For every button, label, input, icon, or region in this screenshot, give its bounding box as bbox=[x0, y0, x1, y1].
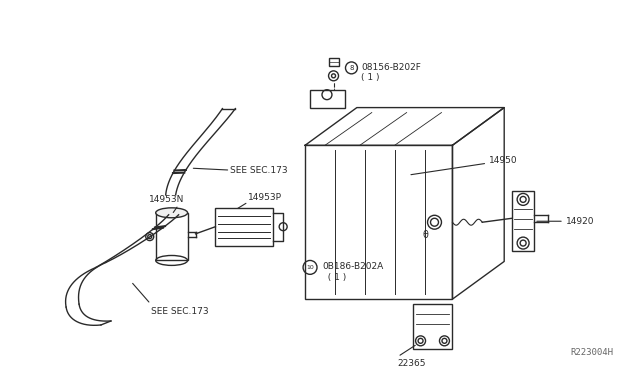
Bar bbox=[305, 145, 452, 299]
Text: SEE SEC.173: SEE SEC.173 bbox=[230, 166, 288, 174]
Text: 08156-B202F
( 1 ): 08156-B202F ( 1 ) bbox=[362, 63, 421, 82]
Text: 10: 10 bbox=[306, 265, 314, 270]
Bar bbox=[413, 304, 452, 349]
Text: 8: 8 bbox=[349, 65, 354, 71]
Bar bbox=[512, 192, 534, 251]
Bar bbox=[328, 58, 339, 66]
Text: 14953N: 14953N bbox=[148, 195, 184, 204]
Text: 14920: 14920 bbox=[566, 217, 595, 226]
Text: θ: θ bbox=[422, 230, 428, 240]
Text: 0B186-B202A
  ( 1 ): 0B186-B202A ( 1 ) bbox=[322, 262, 383, 282]
Text: SEE SEC.173: SEE SEC.173 bbox=[151, 307, 209, 316]
Bar bbox=[310, 90, 345, 108]
Text: 14953P: 14953P bbox=[248, 193, 282, 202]
Bar bbox=[216, 208, 273, 246]
Ellipse shape bbox=[156, 208, 188, 218]
Text: R223004H: R223004H bbox=[571, 348, 614, 357]
Text: 22365: 22365 bbox=[397, 359, 426, 368]
Text: 14950: 14950 bbox=[489, 156, 518, 165]
